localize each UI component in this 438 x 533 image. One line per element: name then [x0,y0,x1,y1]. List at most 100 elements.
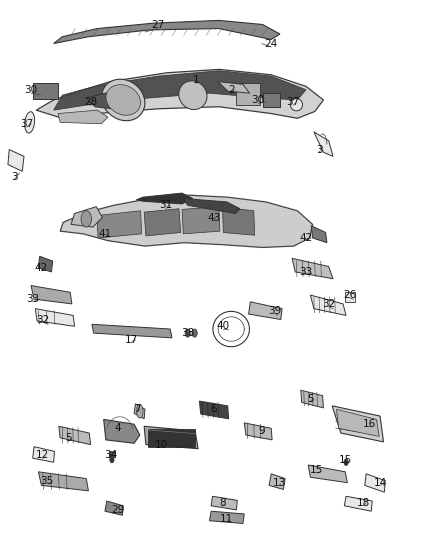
Text: 39: 39 [268,306,281,316]
Polygon shape [209,511,244,523]
Polygon shape [292,259,333,279]
Polygon shape [199,401,229,419]
Text: 13: 13 [272,478,286,488]
Text: 2: 2 [229,85,235,95]
Polygon shape [136,193,193,204]
Polygon shape [53,20,280,44]
Polygon shape [365,474,385,492]
Text: 41: 41 [99,229,112,239]
Text: 15: 15 [310,465,324,475]
Circle shape [192,329,197,337]
Bar [33,83,58,99]
Text: 18: 18 [357,498,370,508]
Text: 30: 30 [251,95,265,105]
Polygon shape [104,419,140,443]
Text: 31: 31 [159,200,173,211]
Text: 17: 17 [124,335,138,345]
Polygon shape [59,426,91,445]
Polygon shape [92,324,172,338]
Polygon shape [71,207,102,227]
Bar [262,93,280,107]
Polygon shape [332,406,384,442]
Bar [237,83,260,104]
Text: 32: 32 [322,299,336,309]
Polygon shape [269,474,285,489]
Text: 11: 11 [220,514,233,524]
Polygon shape [33,447,54,462]
Text: 3: 3 [11,172,18,182]
Ellipse shape [102,79,145,120]
Circle shape [81,211,92,227]
Circle shape [344,459,348,466]
Text: 16: 16 [363,419,376,429]
Text: 35: 35 [40,475,54,486]
Polygon shape [39,472,88,491]
Polygon shape [97,211,141,238]
Polygon shape [344,496,372,511]
Polygon shape [8,150,24,171]
Polygon shape [182,207,220,234]
Text: 1: 1 [193,75,200,85]
Text: 5: 5 [307,394,314,404]
Text: 38: 38 [181,328,194,338]
Polygon shape [311,295,346,316]
Polygon shape [184,198,240,214]
Text: 28: 28 [84,97,97,107]
Text: 27: 27 [152,20,165,30]
Ellipse shape [179,81,207,110]
Text: 3: 3 [316,144,322,155]
Polygon shape [301,390,323,408]
Text: 43: 43 [207,213,220,223]
Polygon shape [35,309,74,326]
Ellipse shape [137,405,143,418]
Text: 33: 33 [26,294,39,304]
Polygon shape [311,225,327,243]
Text: 33: 33 [300,267,313,277]
Bar [110,451,115,457]
Polygon shape [308,465,347,483]
Polygon shape [39,256,53,272]
Text: 10: 10 [155,440,168,450]
Ellipse shape [25,112,35,133]
Text: 9: 9 [258,426,265,436]
Text: 14: 14 [374,478,387,488]
Polygon shape [336,409,379,437]
Polygon shape [58,110,108,124]
Text: 42: 42 [300,233,313,243]
Ellipse shape [290,99,303,111]
Polygon shape [314,132,333,156]
Text: 7: 7 [134,404,141,414]
Polygon shape [134,404,145,419]
Polygon shape [53,71,306,110]
Text: 29: 29 [111,505,125,515]
Polygon shape [249,302,282,319]
Text: 15: 15 [339,455,352,465]
Polygon shape [60,195,313,247]
Text: 40: 40 [217,321,230,332]
Circle shape [185,329,190,337]
Text: 24: 24 [265,38,278,49]
Polygon shape [218,82,250,93]
Text: 37: 37 [20,119,33,129]
Text: 6: 6 [211,404,217,414]
Text: 26: 26 [343,290,356,300]
Circle shape [110,456,114,463]
Text: 42: 42 [35,263,48,273]
Text: 34: 34 [104,450,118,461]
Polygon shape [31,286,72,304]
Text: 4: 4 [115,423,121,433]
Bar [148,429,194,447]
Polygon shape [144,209,181,236]
Polygon shape [86,93,118,109]
Polygon shape [36,69,323,118]
Ellipse shape [106,85,141,115]
Text: 30: 30 [25,85,38,95]
Polygon shape [105,501,123,515]
Polygon shape [223,207,254,235]
Text: 8: 8 [219,498,226,508]
Text: 5: 5 [66,433,72,443]
Polygon shape [211,496,237,510]
Text: 12: 12 [36,450,49,461]
Text: 37: 37 [286,97,300,107]
Polygon shape [244,423,272,440]
